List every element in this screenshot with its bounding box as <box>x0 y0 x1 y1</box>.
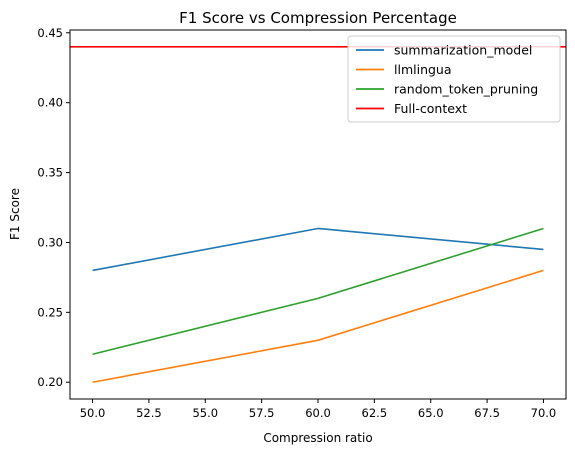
legend-label: Full-context <box>394 101 467 116</box>
legend: summarization_model llmlingua random_token… <box>347 35 561 123</box>
y-tick-label: 0.45 <box>37 26 63 40</box>
x-tick-label: 50.0 <box>80 406 106 420</box>
y-tick-label: 0.20 <box>37 375 63 389</box>
legend-label: summarization_model <box>394 43 532 58</box>
y-tick-label: 0.35 <box>37 166 63 180</box>
series-line-llmlingua <box>92 269 544 384</box>
x-tick-label: 67.5 <box>474 406 500 420</box>
x-tick-label: 65.0 <box>418 406 444 420</box>
y-axis-label: F1 Score <box>8 188 22 240</box>
y-tick-label: 0.30 <box>37 235 63 249</box>
series-line-random-token-pruning <box>92 227 544 356</box>
y-tick-label: 0.40 <box>37 96 63 110</box>
x-tick-label: 62.5 <box>362 406 388 420</box>
legend-box <box>347 35 561 123</box>
y-axis: 0.20 0.25 0.30 0.35 0.40 0.45 <box>37 26 70 389</box>
x-tick-label: 57.5 <box>249 406 275 420</box>
x-tick-label: 70.0 <box>531 406 557 420</box>
chart-title: F1 Score vs Compression Percentage <box>179 9 457 27</box>
legend-label: random_token_pruning <box>394 82 538 97</box>
series-line-summarization-model <box>92 227 544 272</box>
x-axis: 50.0 52.5 55.0 57.5 60.0 62.5 65.0 67.5 70.0 <box>80 399 557 420</box>
y-tick-label: 0.25 <box>37 305 63 319</box>
x-tick-label: 55.0 <box>192 406 218 420</box>
x-axis-label: Compression ratio <box>263 431 372 445</box>
x-tick-label: 52.5 <box>136 406 162 420</box>
x-tick-label: 60.0 <box>305 406 331 420</box>
legend-label: llmlingua <box>394 62 452 77</box>
